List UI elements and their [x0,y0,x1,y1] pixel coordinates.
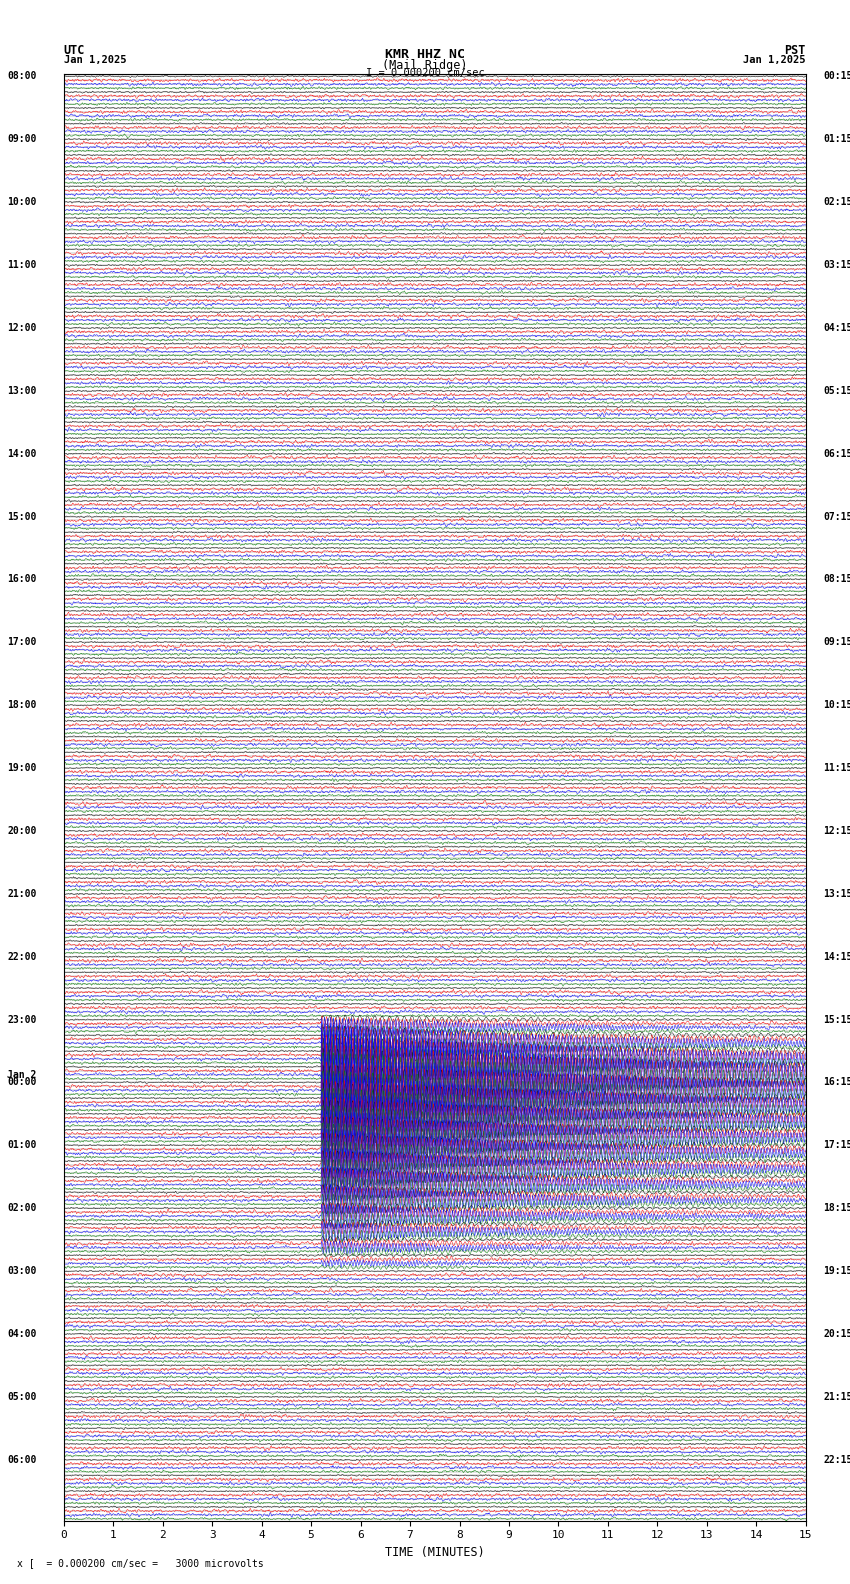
Text: 02:00: 02:00 [7,1204,37,1213]
Text: 20:00: 20:00 [7,825,37,836]
Text: 08:00: 08:00 [7,71,37,81]
Text: 14:00: 14:00 [7,448,37,459]
Text: 00:00: 00:00 [7,1077,37,1088]
Text: 09:15: 09:15 [823,637,850,648]
Text: 08:15: 08:15 [823,575,850,584]
Text: Jan 2: Jan 2 [7,1069,37,1080]
Text: 04:00: 04:00 [7,1329,37,1338]
Text: 12:15: 12:15 [823,825,850,836]
Text: 14:15: 14:15 [823,952,850,961]
X-axis label: TIME (MINUTES): TIME (MINUTES) [385,1546,484,1559]
Text: 19:15: 19:15 [823,1266,850,1277]
Text: I = 0.000200 cm/sec: I = 0.000200 cm/sec [366,68,484,78]
Text: 07:15: 07:15 [823,512,850,521]
Text: 22:00: 22:00 [7,952,37,961]
Text: 13:00: 13:00 [7,386,37,396]
Text: 20:15: 20:15 [823,1329,850,1338]
Text: Jan 1,2025: Jan 1,2025 [64,55,127,65]
Text: 05:00: 05:00 [7,1392,37,1402]
Text: 03:15: 03:15 [823,260,850,269]
Text: Jan 1,2025: Jan 1,2025 [743,55,806,65]
Text: (Mail Ridge): (Mail Ridge) [382,59,468,71]
Text: KMR HHZ NC: KMR HHZ NC [385,48,465,60]
Text: 18:00: 18:00 [7,700,37,710]
Text: 21:15: 21:15 [823,1392,850,1402]
Text: 09:00: 09:00 [7,135,37,144]
Text: 17:00: 17:00 [7,637,37,648]
Text: 17:15: 17:15 [823,1140,850,1150]
Text: 15:15: 15:15 [823,1015,850,1025]
Text: x [  = 0.000200 cm/sec =   3000 microvolts: x [ = 0.000200 cm/sec = 3000 microvolts [17,1559,264,1568]
Text: 19:00: 19:00 [7,763,37,773]
Text: 04:15: 04:15 [823,323,850,333]
Text: 02:15: 02:15 [823,196,850,208]
Text: 01:00: 01:00 [7,1140,37,1150]
Text: 22:15: 22:15 [823,1454,850,1465]
Text: UTC: UTC [64,44,85,57]
Text: 00:15: 00:15 [823,71,850,81]
Text: 11:00: 11:00 [7,260,37,269]
Text: 18:15: 18:15 [823,1204,850,1213]
Text: 01:15: 01:15 [823,135,850,144]
Text: 03:00: 03:00 [7,1266,37,1277]
Text: 16:00: 16:00 [7,575,37,584]
Text: 06:15: 06:15 [823,448,850,459]
Text: 23:00: 23:00 [7,1015,37,1025]
Text: 11:15: 11:15 [823,763,850,773]
Text: 06:00: 06:00 [7,1454,37,1465]
Text: 16:15: 16:15 [823,1077,850,1088]
Text: 13:15: 13:15 [823,889,850,898]
Text: 12:00: 12:00 [7,323,37,333]
Text: 15:00: 15:00 [7,512,37,521]
Text: 21:00: 21:00 [7,889,37,898]
Text: PST: PST [785,44,806,57]
Text: 05:15: 05:15 [823,386,850,396]
Text: 10:15: 10:15 [823,700,850,710]
Text: 10:00: 10:00 [7,196,37,208]
